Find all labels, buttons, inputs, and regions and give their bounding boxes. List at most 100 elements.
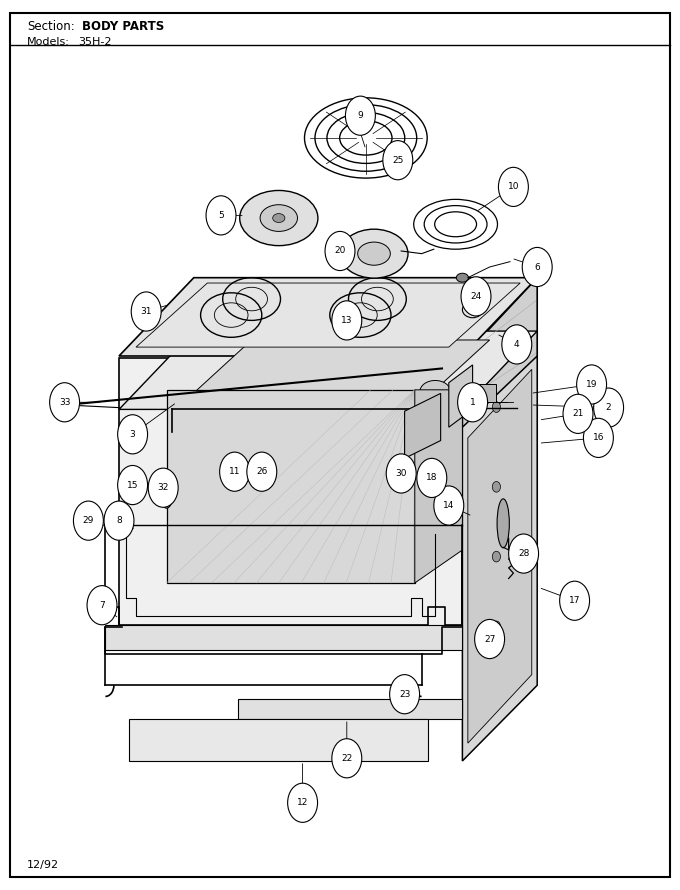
Circle shape	[583, 418, 613, 457]
Circle shape	[131, 292, 161, 331]
Text: 18: 18	[426, 473, 437, 482]
FancyBboxPatch shape	[473, 384, 496, 402]
Circle shape	[73, 501, 103, 540]
Ellipse shape	[456, 273, 469, 282]
Text: 21: 21	[573, 409, 583, 418]
Circle shape	[492, 401, 500, 412]
Circle shape	[563, 394, 593, 433]
Circle shape	[560, 581, 590, 620]
Circle shape	[492, 481, 500, 492]
Text: 26: 26	[256, 467, 267, 476]
Circle shape	[458, 383, 488, 422]
Text: Models:: Models:	[27, 37, 70, 47]
Text: 23: 23	[399, 690, 410, 699]
Text: 25: 25	[392, 156, 403, 165]
Text: 13: 13	[341, 316, 352, 325]
Ellipse shape	[273, 214, 285, 222]
Text: 24: 24	[471, 292, 481, 301]
Circle shape	[386, 454, 416, 493]
Text: 33: 33	[59, 398, 70, 407]
Circle shape	[104, 501, 134, 540]
Text: 22: 22	[341, 754, 352, 763]
Text: 6: 6	[534, 263, 540, 271]
Circle shape	[325, 231, 355, 271]
Ellipse shape	[340, 229, 408, 278]
Circle shape	[492, 551, 500, 562]
Circle shape	[332, 301, 362, 340]
Text: 32: 32	[158, 483, 169, 492]
Circle shape	[118, 415, 148, 454]
Circle shape	[594, 388, 624, 427]
Circle shape	[345, 96, 375, 135]
Text: 11: 11	[229, 467, 240, 476]
Text: 4: 4	[514, 340, 520, 349]
Text: 15: 15	[127, 481, 138, 490]
Ellipse shape	[358, 242, 390, 265]
Polygon shape	[119, 278, 537, 356]
Polygon shape	[415, 390, 462, 583]
Circle shape	[461, 277, 491, 316]
Circle shape	[50, 383, 80, 422]
Text: 20: 20	[335, 247, 345, 255]
Circle shape	[434, 486, 464, 525]
Circle shape	[247, 452, 277, 491]
Circle shape	[288, 783, 318, 822]
Text: 12: 12	[297, 798, 308, 807]
Circle shape	[417, 458, 447, 498]
Text: 30: 30	[396, 469, 407, 478]
Ellipse shape	[160, 474, 173, 508]
Text: 31: 31	[141, 307, 152, 316]
Text: 16: 16	[593, 433, 604, 442]
Circle shape	[220, 452, 250, 491]
Text: 29: 29	[83, 516, 94, 525]
Polygon shape	[119, 331, 537, 409]
Polygon shape	[105, 625, 462, 650]
Polygon shape	[468, 369, 532, 743]
Ellipse shape	[497, 498, 509, 547]
Text: 10: 10	[508, 182, 519, 191]
Polygon shape	[462, 278, 537, 650]
Text: 14: 14	[443, 501, 454, 510]
Text: 2: 2	[606, 403, 611, 412]
Circle shape	[522, 247, 552, 287]
Text: 12/92: 12/92	[27, 861, 59, 870]
Circle shape	[502, 325, 532, 364]
Text: BODY PARTS: BODY PARTS	[82, 20, 164, 33]
Text: 5: 5	[218, 211, 224, 220]
Circle shape	[87, 586, 117, 625]
Circle shape	[118, 465, 148, 505]
Polygon shape	[167, 390, 415, 583]
Text: 1: 1	[470, 398, 475, 407]
Circle shape	[475, 619, 505, 659]
Circle shape	[206, 196, 236, 235]
Text: 17: 17	[569, 596, 580, 605]
Text: 7: 7	[99, 601, 105, 610]
Polygon shape	[462, 356, 537, 761]
Circle shape	[148, 468, 178, 507]
Polygon shape	[405, 393, 441, 458]
Circle shape	[383, 141, 413, 180]
Text: 27: 27	[484, 635, 495, 643]
Circle shape	[577, 365, 607, 404]
Text: 3: 3	[130, 430, 135, 439]
Polygon shape	[136, 283, 520, 347]
Polygon shape	[238, 699, 462, 719]
Text: 19: 19	[586, 380, 597, 389]
Circle shape	[492, 621, 500, 632]
Polygon shape	[184, 340, 490, 402]
Circle shape	[332, 739, 362, 778]
Ellipse shape	[240, 190, 318, 246]
Text: 35H-2: 35H-2	[78, 37, 112, 47]
Polygon shape	[449, 365, 473, 427]
Ellipse shape	[260, 205, 298, 231]
Circle shape	[498, 167, 528, 206]
Text: Section:: Section:	[27, 20, 75, 33]
Text: 9: 9	[358, 111, 363, 120]
Circle shape	[390, 675, 420, 714]
Ellipse shape	[420, 380, 450, 402]
Text: 28: 28	[518, 549, 529, 558]
Polygon shape	[119, 358, 462, 650]
Circle shape	[509, 534, 539, 573]
Polygon shape	[129, 719, 428, 761]
Text: 8: 8	[116, 516, 122, 525]
